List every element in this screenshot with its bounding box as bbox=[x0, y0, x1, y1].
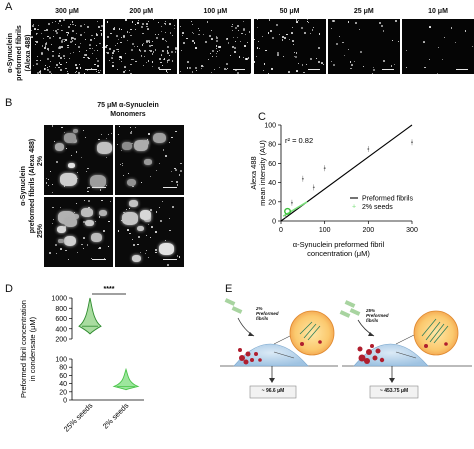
schematic-left bbox=[220, 298, 338, 399]
scale-bar bbox=[92, 187, 106, 188]
y-tick-label: 400 bbox=[55, 326, 67, 333]
panel-a-conc-label: 10 μM bbox=[428, 8, 448, 15]
x-axis-label: α-Synuclein preformed fibril bbox=[293, 240, 385, 249]
panel-d-label: D bbox=[5, 283, 13, 295]
x-axis-label: concentration (μM) bbox=[307, 249, 370, 258]
y-tick-label: 40 bbox=[268, 180, 276, 187]
y-tick-label: 800 bbox=[55, 306, 67, 313]
panel-e-schematic bbox=[220, 298, 472, 399]
y-tick-label: 20 bbox=[59, 389, 67, 396]
micrograph bbox=[31, 19, 103, 74]
y-tick-label: 100 bbox=[264, 123, 276, 130]
legend-label: 2% seeds bbox=[362, 204, 393, 211]
x-tick-label: 0 bbox=[279, 227, 283, 234]
r2-annotation: r² = 0.82 bbox=[285, 136, 313, 145]
y-tick-label: 1000 bbox=[51, 296, 67, 303]
legend-label: Preformed fibrils bbox=[362, 196, 413, 203]
schematic-right bbox=[339, 300, 472, 399]
y-tick-label: 0 bbox=[272, 219, 276, 226]
scale-bar bbox=[159, 69, 172, 70]
x-tick-label: 2% seeds bbox=[101, 401, 131, 431]
micrograph bbox=[179, 19, 252, 74]
y-tick-label: 200 bbox=[55, 337, 67, 344]
panel-e-label: E bbox=[225, 283, 233, 295]
y-tick-label: 80 bbox=[268, 142, 276, 149]
y-tick-label: 60 bbox=[59, 373, 67, 380]
legend-marker: + bbox=[352, 204, 356, 211]
panel-a-conc-label: 100 μM bbox=[203, 8, 228, 15]
y-axis-label: mean intensity (AU) bbox=[258, 140, 267, 206]
panel-a-conc-label: 300 μM bbox=[55, 8, 79, 15]
scale-bar bbox=[233, 69, 246, 70]
scale-bar bbox=[92, 259, 106, 260]
micrograph bbox=[253, 19, 326, 74]
panel-a-conc-label: 200 μM bbox=[129, 8, 154, 15]
scale-bar bbox=[163, 259, 177, 260]
micrograph bbox=[44, 125, 113, 195]
panel-c-label: C bbox=[258, 111, 266, 123]
panel-b-label: B bbox=[5, 97, 13, 109]
y-axis-label: in condensate (μM) bbox=[28, 316, 37, 381]
x-tick-label: 25% seeds bbox=[62, 401, 95, 434]
y-tick-label: 600 bbox=[55, 316, 67, 323]
x-tick-label: 100 bbox=[319, 227, 331, 234]
schematic-left-caption: 2% Preformed fibrils bbox=[256, 306, 279, 321]
micrograph bbox=[44, 197, 113, 267]
panel-a-conc-label: 25 μM bbox=[353, 8, 374, 15]
x-tick-label: 200 bbox=[362, 227, 374, 234]
scale-bar bbox=[163, 187, 177, 188]
micrograph bbox=[115, 125, 184, 195]
violin-25pct bbox=[78, 297, 102, 335]
micrograph bbox=[115, 197, 184, 267]
scale-bar bbox=[85, 69, 97, 70]
significance-stars: **** bbox=[104, 286, 115, 293]
panel-b-title: 75 μM α-Synuclein Monomers bbox=[97, 102, 159, 118]
panel-c-chart: 0 20 40 60 80 100 0 100 200 300 r² = 0.82 Preformed… bbox=[249, 123, 418, 259]
schematic-right-caption: 25% Preformed fibrils bbox=[366, 308, 389, 323]
micrograph bbox=[327, 19, 400, 74]
y-tick-label: 60 bbox=[268, 161, 276, 168]
seed-point bbox=[284, 207, 292, 215]
y-tick-label: 20 bbox=[268, 199, 276, 206]
y-tick-label: 0 bbox=[63, 398, 67, 405]
micrograph bbox=[402, 19, 474, 74]
panel-a-conc-label: 50 μM bbox=[279, 8, 300, 15]
y-tick-label: 80 bbox=[59, 365, 67, 372]
micrograph bbox=[105, 19, 178, 74]
violin-2pct bbox=[112, 367, 140, 391]
x-tick-label: 300 bbox=[406, 227, 418, 234]
scale-bar bbox=[456, 69, 468, 70]
scale-bar bbox=[307, 69, 320, 70]
panel-a-label: A bbox=[5, 1, 13, 13]
y-axis-label: Preformed fibril concentration bbox=[19, 300, 28, 398]
y-axis-label: Alexa 488 bbox=[249, 156, 258, 189]
schematic-left-result: ~ 96.6 μM bbox=[261, 388, 285, 394]
y-tick-label: 100 bbox=[55, 357, 67, 364]
schematic-right-result: ~ 453.75 μM bbox=[379, 388, 409, 394]
scale-bar bbox=[381, 69, 394, 70]
y-tick-label: 40 bbox=[59, 381, 67, 388]
